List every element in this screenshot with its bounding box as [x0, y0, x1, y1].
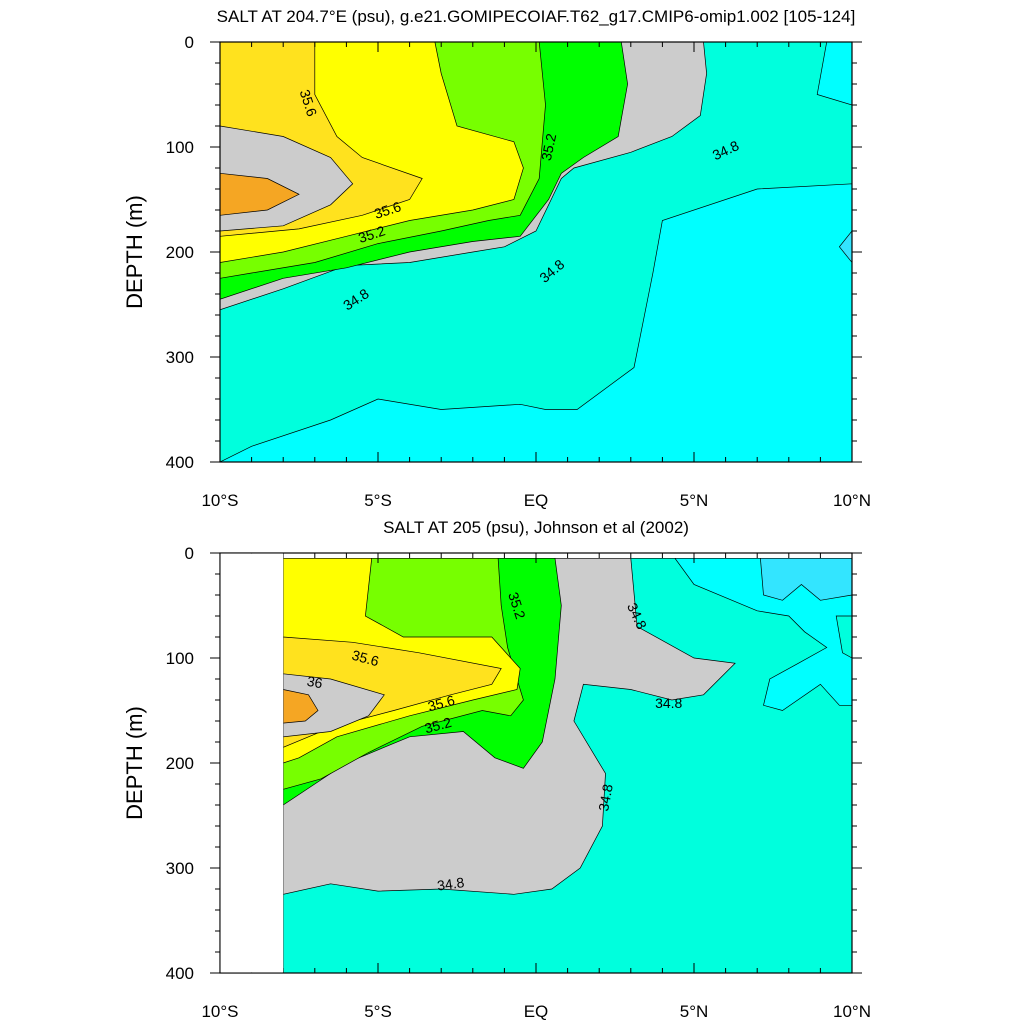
contour-label: 34.8	[436, 874, 465, 894]
contour-label: 35.6	[350, 647, 381, 670]
x-tick-label: 5°S	[364, 1002, 392, 1021]
contour-fills	[282, 557, 852, 973]
contour-region-36-2	[220, 172, 300, 216]
contour-label: 34.8	[595, 783, 616, 813]
contour-label: 35.2	[538, 132, 559, 162]
contour-label: 34.8	[655, 695, 682, 711]
contour-panel-2: 10°S 5°S EQ 5°N 10°N 0 100 200 300 400 SALT AT 205…	[122, 518, 871, 1021]
chart-title: SALT AT 204.7°E (psu), g.e21.GOMIPECOIAF…	[217, 7, 856, 26]
ticks	[210, 552, 862, 974]
contour-panel-1: 10°S 5°S EQ 5°N 10°N 0 100 200 300 400 SALT AT 204…	[122, 7, 871, 510]
y-axis-label: DEPTH (m)	[122, 195, 147, 309]
x-tick-label: 10°N	[833, 491, 871, 510]
y-tick-label: 400	[166, 964, 194, 983]
y-tick-label: 200	[166, 754, 194, 773]
contour-label: 35.6	[426, 692, 457, 715]
x-tick-label: EQ	[524, 1002, 549, 1021]
chart-title: SALT AT 205 (psu), Johnson et al (2002)	[383, 518, 689, 537]
x-tick-label: 5°N	[680, 1002, 709, 1021]
y-tick-label: 100	[166, 649, 194, 668]
y-tick-label: 300	[166, 348, 194, 367]
y-tick-label: 0	[185, 544, 194, 563]
y-tick-label: 400	[166, 453, 194, 472]
ticks	[210, 41, 862, 463]
x-tick-label: 5°S	[364, 491, 392, 510]
y-tick-label: 200	[166, 243, 194, 262]
contour-label: 35.2	[423, 714, 454, 737]
contour-region-34-4	[838, 230, 852, 264]
x-tick-label: 10°S	[201, 1002, 238, 1021]
y-tick-label: 0	[185, 33, 194, 52]
no-data-region	[220, 553, 284, 973]
contour-region-34-6	[674, 557, 852, 711]
y-axis-label: DEPTH (m)	[122, 706, 147, 820]
y-tick-label: 300	[166, 859, 194, 878]
x-tick-label: 5°N	[680, 491, 709, 510]
x-tick-label: 10°N	[833, 1002, 871, 1021]
y-tick-label: 100	[166, 138, 194, 157]
x-tick-label: 10°S	[201, 491, 238, 510]
contour-region-34-6	[220, 183, 852, 462]
contour-region-34-6	[816, 42, 852, 106]
contour-label: 36	[306, 673, 324, 691]
contour-region-34-4	[760, 557, 852, 601]
x-tick-label: EQ	[524, 491, 549, 510]
contour-fills	[220, 42, 852, 462]
